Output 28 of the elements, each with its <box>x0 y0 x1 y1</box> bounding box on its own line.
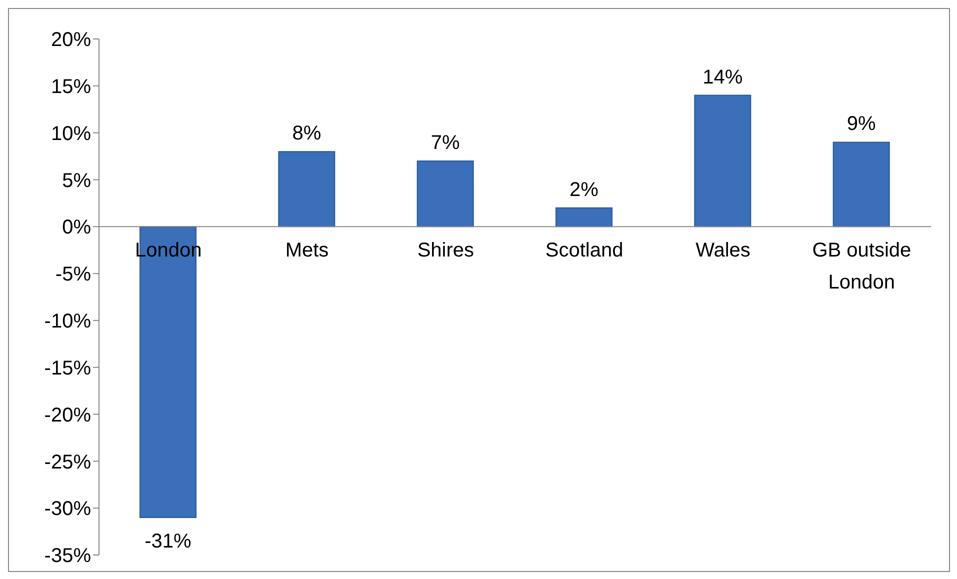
bar <box>278 151 336 228</box>
y-tick-label: -35% <box>44 545 92 568</box>
y-tick-label: 20% <box>50 29 92 52</box>
y-tick-label: 10% <box>50 122 92 145</box>
y-tick-label: -10% <box>44 310 92 333</box>
y-tick-label: 5% <box>62 170 92 192</box>
data-label: 14% <box>702 66 743 88</box>
bar <box>416 160 474 228</box>
data-label: 8% <box>292 122 322 145</box>
y-tick-label: -20% <box>44 404 92 426</box>
x-tick-label: Mets <box>285 240 329 262</box>
y-tick-label: -30% <box>44 498 92 520</box>
y-tick-label: -5% <box>55 264 92 286</box>
y-tick-label: -25% <box>44 451 92 474</box>
data-label: 7% <box>430 132 460 154</box>
y-tick-label: 0% <box>62 216 92 239</box>
y-tick-label: 15% <box>50 76 92 98</box>
bar <box>556 207 612 228</box>
x-tick-label: Wales <box>696 240 750 262</box>
data-label: 9% <box>846 113 876 136</box>
x-tick-label: Scotland <box>545 240 624 262</box>
bar <box>694 94 752 228</box>
data-label: -31% <box>144 530 192 552</box>
x-tick-label: Shires <box>417 240 474 262</box>
y-tick-label: -15% <box>44 357 92 380</box>
data-label: 2% <box>570 178 599 201</box>
x-tick-label: GB outside London <box>812 240 912 294</box>
bar <box>832 142 890 228</box>
